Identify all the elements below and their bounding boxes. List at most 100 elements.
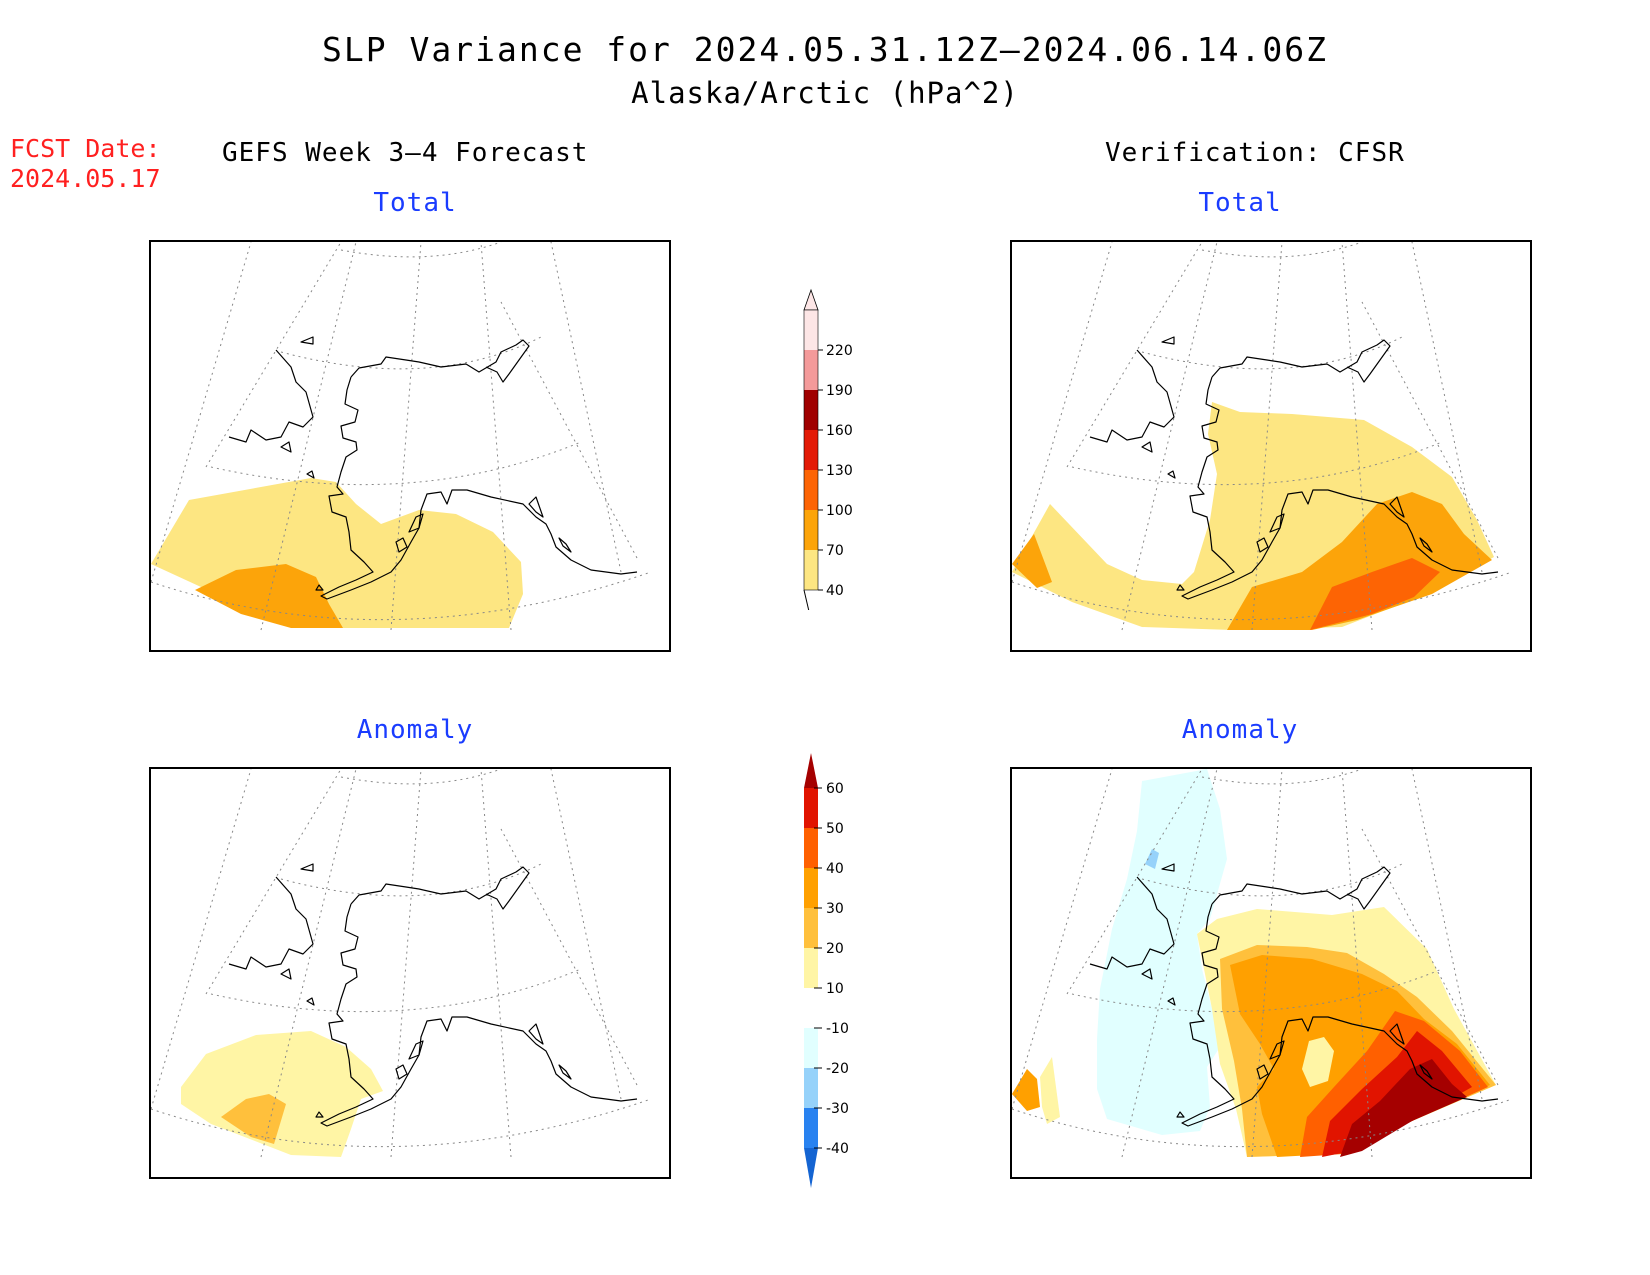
graticule-line <box>1066 769 1203 995</box>
coastline-segment <box>1167 470 1176 479</box>
coastline-segment <box>395 1064 408 1080</box>
coastline-segment <box>1176 584 1185 591</box>
colorbar-swatch <box>804 988 818 1028</box>
shading-layer <box>151 478 523 628</box>
coastline-segment <box>395 537 408 553</box>
coastline-segment <box>408 1040 424 1060</box>
coastline <box>228 336 638 600</box>
graticule-line <box>280 336 542 370</box>
fcst-date-value: 2024.05.17 <box>10 164 161 193</box>
coastline-segment <box>1167 997 1176 1006</box>
graticule-line <box>390 242 422 631</box>
shaded-region <box>1040 1057 1060 1124</box>
graticule-line <box>1361 301 1499 559</box>
coastline-segment <box>1256 537 1269 553</box>
coastline-segment <box>228 876 314 970</box>
graticule-line <box>550 769 622 1100</box>
graticule-line <box>340 769 502 785</box>
graticule-line <box>1012 769 1113 1110</box>
colorbar-swatch <box>804 510 818 550</box>
colorbar-swatch <box>804 310 818 350</box>
coastline-segment <box>306 997 315 1006</box>
coastline-segment <box>1161 336 1175 345</box>
colorbar-swatch <box>804 350 818 390</box>
colorbar-tick-label: -40 <box>826 1141 849 1157</box>
colorbar-tick-label: -20 <box>826 1061 849 1077</box>
coastline-segment <box>300 336 314 345</box>
graticule-line <box>151 242 252 583</box>
colorbar-swatch <box>804 828 818 868</box>
shaded-region <box>1012 534 1052 588</box>
shaded-region <box>1302 1037 1334 1087</box>
coastline <box>228 863 638 1127</box>
graticule-line <box>550 242 622 573</box>
graticule-line <box>210 968 582 1013</box>
graticule-line <box>480 769 512 1158</box>
shaded-region <box>1340 1059 1467 1157</box>
graticule-line <box>1141 863 1403 897</box>
colorbar-swatch <box>804 390 818 430</box>
coastline-segment <box>558 1064 572 1080</box>
graticule-line <box>1012 242 1113 583</box>
colorbar-tick-label: 130 <box>826 463 853 479</box>
colorbar-swatch <box>804 430 818 470</box>
graticule-line <box>480 242 512 631</box>
coastline-segment <box>1089 876 1175 970</box>
graticule-line <box>205 769 342 995</box>
graticule <box>151 242 652 631</box>
graticule-line <box>1251 769 1283 1158</box>
graticule-line <box>205 242 342 468</box>
colorbar-swatch <box>804 1028 818 1068</box>
colorbar-tick-label: 70 <box>826 543 844 559</box>
coastline-segment <box>1181 903 1499 1127</box>
graticule-line <box>500 828 638 1086</box>
coastline-segment <box>1089 349 1175 443</box>
colorbar-tick-label: 30 <box>826 901 844 917</box>
colorbar-swatch <box>804 948 818 988</box>
coastline-segment <box>315 584 324 591</box>
graticule-line <box>280 863 542 897</box>
coastline-segment <box>528 496 544 518</box>
graticule-line <box>1141 336 1403 370</box>
graticule-line <box>1121 242 1218 631</box>
coastline-segment <box>1419 537 1433 553</box>
colorbar-tick-label: 40 <box>826 583 844 599</box>
colorbar-swatch <box>804 868 818 908</box>
figure-title: SLP Variance for 2024.05.31.12Z–2024.06.… <box>322 30 1328 69</box>
forecast-anomaly-title: Anomaly <box>356 715 474 745</box>
graticule-line <box>1071 968 1443 1013</box>
graticule-line <box>1251 242 1283 631</box>
colorbar-tick-label: 100 <box>826 503 853 519</box>
shaded-region <box>1310 558 1440 630</box>
graticule-line <box>1411 769 1483 1100</box>
fcst-date-label: FCST Date: <box>10 134 161 163</box>
colorbar-bottom-tail <box>803 589 810 610</box>
forecast-total-title: Total <box>373 188 457 218</box>
coastline-segment <box>1419 1064 1433 1080</box>
verification-total-title: Total <box>1198 188 1282 218</box>
shaded-region <box>1097 769 1227 1135</box>
coastline <box>1089 863 1499 1127</box>
shading-layer <box>181 1031 383 1157</box>
coastline <box>1089 336 1499 600</box>
coastline-segment <box>315 1111 324 1118</box>
coastline-segment <box>306 470 315 479</box>
graticule-line <box>340 242 502 258</box>
coastline-segment <box>280 968 292 980</box>
colorbar-swatch <box>804 470 818 510</box>
graticule-line <box>1066 242 1203 468</box>
coastline-segment <box>320 376 638 600</box>
coastline-segment <box>320 903 638 1127</box>
forecast-column-title: GEFS Week 3–4 Forecast <box>222 138 589 168</box>
graticule-line <box>500 301 638 559</box>
shading-layer <box>1012 402 1494 630</box>
graticule-line <box>1361 828 1499 1086</box>
colorbar-tick-label: -30 <box>826 1101 849 1117</box>
verification-anomaly-title: Anomaly <box>1181 715 1299 745</box>
graticule-line <box>1121 769 1218 1158</box>
figure-subtitle: Alaska/Arctic (hPa^2) <box>631 76 1019 110</box>
colorbar-swatch <box>804 908 818 948</box>
graticule-line <box>260 242 357 631</box>
colorbar-tick-label: -10 <box>826 1021 849 1037</box>
verification-column-title: Verification: CFSR <box>1105 138 1405 168</box>
